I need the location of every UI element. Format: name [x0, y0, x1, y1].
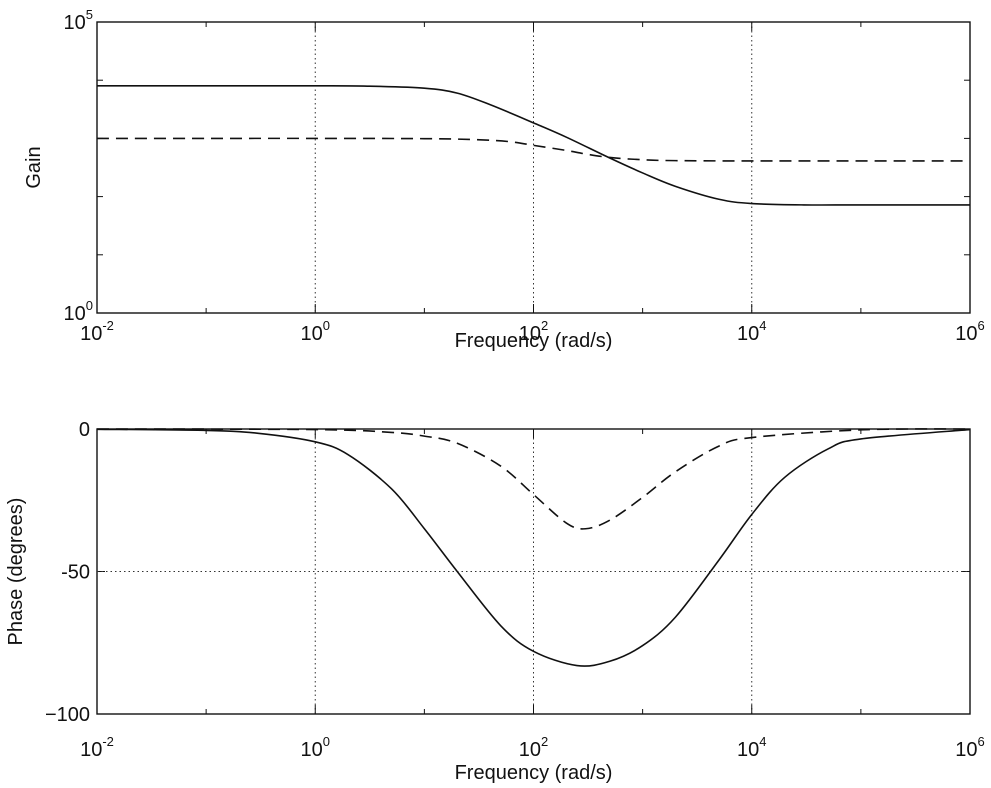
- y-tick-label: 105: [64, 7, 93, 34]
- x-tick-label: 104: [737, 318, 766, 345]
- x-tick-label: 106: [955, 318, 984, 345]
- x-tick-label: 106: [955, 734, 984, 761]
- x-tick-label: 100: [301, 318, 330, 345]
- x-tick-label: 104: [737, 734, 766, 761]
- chart-panel-2: 10-2 100 102 104 106 0 -50 −100 Frequency (rad/s…: [5, 419, 985, 784]
- x-tick-label: 10-2: [80, 318, 114, 345]
- dashed-series-line: [96, 428, 971, 530]
- solid-series-line: [96, 428, 971, 667]
- x-tick-label: 102: [519, 734, 548, 761]
- y-axis-label: Gain: [23, 146, 45, 188]
- y-tick-label: 0: [79, 419, 90, 441]
- solid-series-line: [96, 85, 970, 206]
- y-tick-label: −100: [45, 704, 90, 726]
- dashed-series-line: [97, 137, 971, 162]
- x-axis-label: Frequency (rad/s): [455, 330, 613, 352]
- x-axis-label: Frequency (rad/s): [455, 762, 613, 784]
- y-axis-label: Phase (degrees): [5, 498, 27, 646]
- y-tick-label: 100: [64, 298, 93, 325]
- y-tick-label: -50: [61, 562, 90, 584]
- x-tick-label: 100: [301, 734, 330, 761]
- x-tick-label: 102: [519, 318, 548, 345]
- x-tick-label: 10-2: [80, 734, 114, 761]
